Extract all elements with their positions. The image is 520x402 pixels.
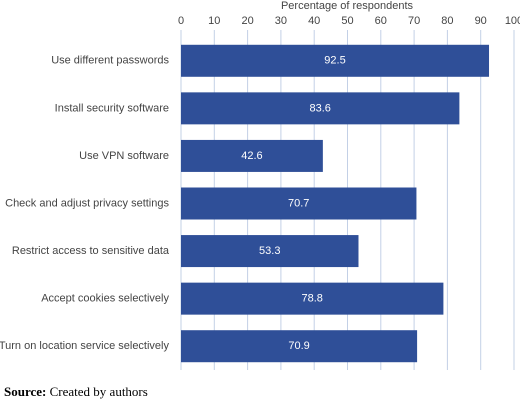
x-tick-label: 0 — [178, 15, 184, 27]
y-tick-label: Use VPN software — [79, 150, 169, 162]
x-tick-label: 70 — [408, 15, 420, 27]
bar — [181, 187, 417, 220]
value-label: 78.8 — [301, 293, 322, 305]
value-label: 70.7 — [288, 197, 309, 209]
x-tick-label: 20 — [241, 15, 253, 27]
x-tick-label: 80 — [441, 15, 453, 27]
y-tick-label: Restrict access to sensitive data — [12, 245, 170, 257]
source-label: Source: — [4, 384, 46, 399]
bar — [181, 235, 359, 268]
x-tick-label: 50 — [341, 15, 353, 27]
source-note: Source: Created by authors — [4, 384, 148, 399]
bar — [181, 330, 418, 363]
value-label: 70.9 — [288, 340, 309, 352]
x-tick-label: 100 — [505, 15, 520, 27]
y-tick-label: Turn on location service selectively — [0, 340, 169, 352]
y-tick-label: Accept cookies selectively — [41, 293, 169, 305]
y-tick-label: Install security software — [55, 102, 169, 114]
x-tick-label: 30 — [275, 15, 287, 27]
bar — [181, 44, 490, 77]
value-label: 83.6 — [309, 102, 330, 114]
x-tick-label: 90 — [475, 15, 487, 27]
value-label: 92.5 — [324, 55, 345, 67]
y-tick-label: Use different passwords — [51, 55, 169, 67]
bar — [181, 282, 444, 315]
y-tick-label: Check and adjust privacy settings — [5, 197, 169, 209]
value-label: 53.3 — [259, 245, 280, 257]
x-tick-label: 10 — [208, 15, 220, 27]
x-axis-label: Percentage of respondents — [281, 0, 414, 12]
bar — [181, 92, 460, 125]
x-tick-label: 40 — [308, 15, 320, 27]
x-tick-label: 60 — [375, 15, 387, 27]
value-label: 42.6 — [241, 150, 262, 162]
bar — [181, 139, 323, 172]
source-text: Created by authors — [50, 384, 148, 399]
